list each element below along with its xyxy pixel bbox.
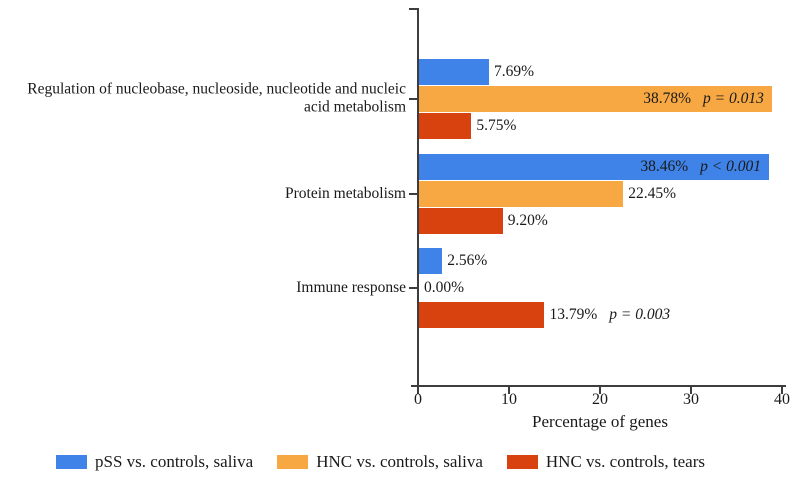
legend-label: HNC vs. controls, tears [545, 452, 706, 471]
bar-percentage: 38.78% [643, 89, 692, 107]
bar-percentage: 2.56% [447, 251, 488, 269]
y-axis-tick [409, 192, 417, 195]
category-label: Regulation of nucleobase, nucleoside, nu… [27, 80, 406, 116]
bar [419, 207, 503, 234]
x-axis-tick-label: 0 [414, 391, 422, 408]
bar-value-label: 0.00% [424, 279, 464, 297]
bar [419, 58, 489, 85]
legend-item: pSS vs. controls, saliva [56, 452, 253, 472]
y-axis-tick [409, 97, 417, 100]
legend-label: pSS vs. controls, saliva [95, 452, 254, 471]
bar-group: 2.56% 0.00% 13.79% p = 0.003 [419, 247, 783, 328]
x-axis-tick-label: 10 [501, 391, 517, 408]
x-axis-tick [599, 387, 601, 394]
bar-row: 5.75% [419, 112, 783, 139]
bar-percentage: 5.75% [476, 116, 517, 134]
bar-percentage: 22.45% [628, 184, 677, 202]
bar [419, 112, 472, 139]
bar-row: 7.69% [419, 58, 783, 85]
bar-value-label: 2.56% [447, 252, 487, 270]
p-value-label: p = 0.003 [609, 305, 671, 323]
bar-row: 0.00% [419, 274, 783, 301]
category-label: Immune response [296, 278, 406, 296]
bar [419, 180, 624, 207]
legend-swatch [277, 455, 309, 469]
bar-percentage: 13.79% [549, 305, 598, 323]
p-value-label: p = 0.013 [703, 89, 764, 107]
x-axis-tick-label: 40 [774, 391, 790, 408]
category-label: Protein metabolism [285, 184, 406, 202]
bar-value-label: 38.46% p < 0.001 [640, 154, 769, 180]
bar-value-label: 13.79% p = 0.003 [549, 306, 670, 324]
bar: 38.46% p < 0.001 [419, 153, 769, 180]
bar [419, 301, 545, 328]
y-axis-top-tick [409, 8, 417, 10]
bar: 38.78% p = 0.013 [419, 85, 772, 112]
bar-row: 2.56% [419, 247, 783, 274]
legend: pSS vs. controls, saliva HNC vs. controls… [56, 452, 705, 472]
bar-percentage: 0.00% [424, 278, 465, 296]
bar-row: 38.78% p = 0.013 [419, 85, 783, 112]
p-value-label: p < 0.001 [700, 157, 761, 175]
bar-row: 9.20% [419, 207, 783, 234]
bar-value-label: 7.69% [494, 63, 534, 81]
x-axis-tick-label: 30 [683, 391, 699, 408]
bar-value-label: 22.45% [628, 185, 676, 203]
y-axis-line [417, 8, 419, 385]
x-axis-title: Percentage of genes [532, 412, 668, 431]
bar-row: 38.46% p < 0.001 [419, 153, 783, 180]
legend-label: HNC vs. controls, saliva [316, 452, 483, 471]
bar-percentage: 38.46% [640, 157, 689, 175]
x-axis-tick [417, 387, 419, 394]
bar-value-label: 38.78% p = 0.013 [643, 86, 772, 112]
bar-group: 7.69% 38.78% p = 0.013 5.75% [419, 58, 783, 139]
bar-group: 38.46% p < 0.001 22.45% 9.20% [419, 153, 783, 234]
bar-percentage: 9.20% [507, 211, 548, 229]
x-axis-tick-label: 20 [592, 391, 608, 408]
legend-item: HNC vs. controls, tears [506, 452, 706, 472]
x-axis-tick [781, 387, 783, 394]
bar [419, 247, 443, 274]
bar-value-label: 9.20% [508, 212, 548, 230]
x-axis-tick [690, 387, 692, 394]
bar-percentage: 7.69% [493, 62, 535, 80]
plot-area: 7.69% 38.78% p = 0.013 5.75% 38.46% p < 0.001… [419, 8, 783, 385]
y-axis-tick [409, 286, 417, 289]
bar-value-label: 5.75% [476, 117, 516, 135]
legend-swatch [56, 455, 87, 469]
x-axis-tick [508, 387, 510, 394]
bar-row: 22.45% [419, 180, 783, 207]
legend-item: HNC vs. controls, saliva [277, 452, 483, 472]
legend-swatch [506, 455, 538, 469]
x-axis-line [411, 385, 786, 387]
bar-row: 13.79% p = 0.003 [419, 301, 783, 328]
